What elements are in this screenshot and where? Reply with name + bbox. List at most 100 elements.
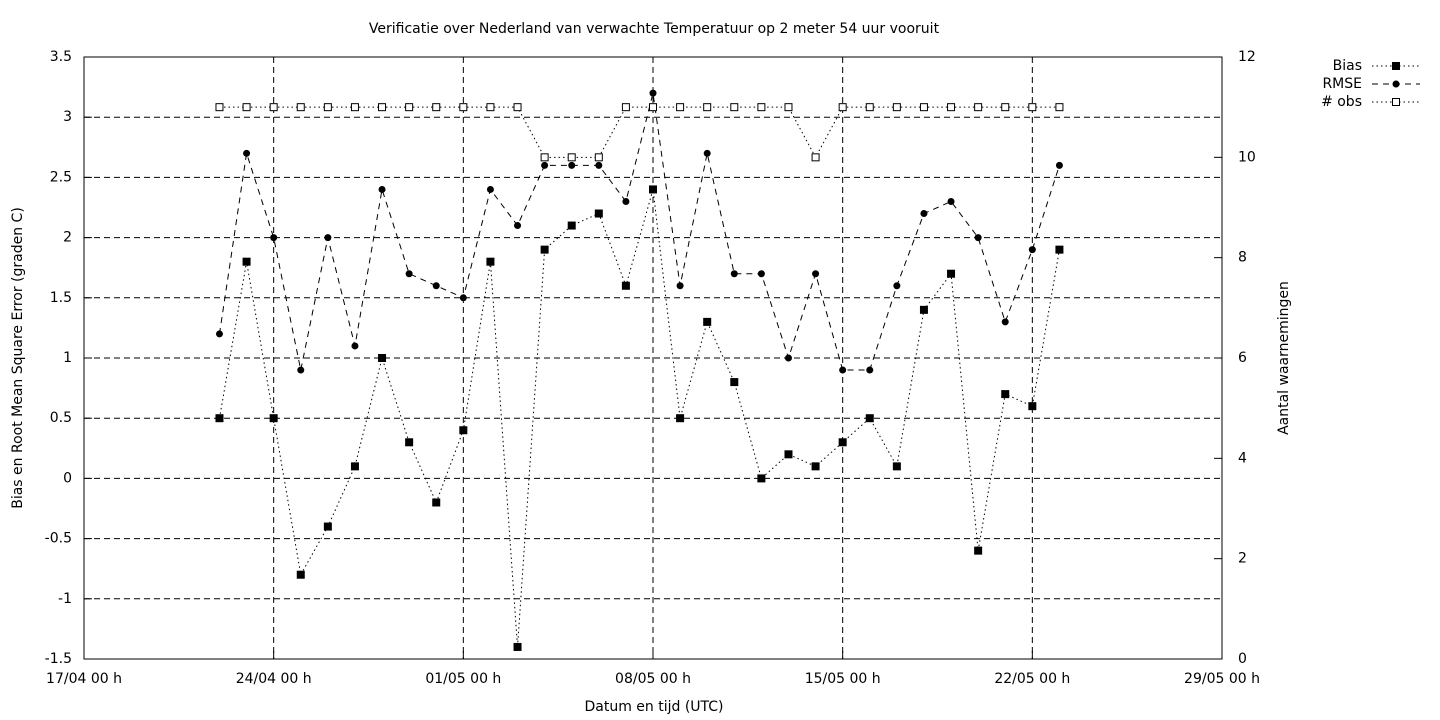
x-tick-label: 15/05 00 h <box>805 671 881 687</box>
point <box>513 103 522 112</box>
point <box>757 103 766 112</box>
point <box>730 103 739 112</box>
point <box>594 153 603 162</box>
point <box>595 161 603 169</box>
point <box>811 462 820 471</box>
legend-label: RMSE <box>1322 76 1362 92</box>
point <box>405 438 414 447</box>
point <box>405 270 413 278</box>
point <box>784 450 793 459</box>
point <box>703 103 712 112</box>
point <box>621 281 630 290</box>
point <box>676 103 685 112</box>
y2-axis-label: Aantal waarnemingen <box>1276 281 1292 435</box>
legend-marker <box>1392 98 1400 106</box>
point <box>215 103 224 112</box>
point <box>486 185 494 193</box>
point <box>1055 245 1064 254</box>
point <box>811 153 820 162</box>
legend-label: Bias <box>1333 58 1362 74</box>
y-tick-label: 2 <box>63 230 72 246</box>
point <box>974 546 983 555</box>
point <box>514 222 522 230</box>
point <box>405 103 414 112</box>
point <box>297 366 305 374</box>
x-axis-label: Datum en tijd (UTC) <box>584 699 723 715</box>
point <box>893 282 901 290</box>
point <box>243 149 251 157</box>
point <box>974 234 982 242</box>
y-tick-label: 1.5 <box>50 290 72 306</box>
point <box>676 282 684 290</box>
point <box>920 210 928 218</box>
point <box>730 270 738 278</box>
point <box>947 269 956 278</box>
point <box>838 438 847 447</box>
point <box>459 294 467 302</box>
y2-tick-label: 2 <box>1238 551 1247 567</box>
chart-title: Verificatie over Nederland van verwachte… <box>369 21 940 37</box>
point <box>865 103 874 112</box>
point <box>621 103 630 112</box>
x-tick-label: 22/05 00 h <box>994 671 1070 687</box>
point <box>459 103 468 112</box>
legend-marker <box>1392 62 1400 70</box>
point <box>378 354 387 362</box>
y-tick-label: -1 <box>58 591 72 607</box>
point <box>866 366 874 374</box>
point <box>703 149 711 157</box>
y-tick-label: 2.5 <box>50 169 72 185</box>
point <box>919 305 928 314</box>
point <box>350 462 359 471</box>
point <box>1001 390 1010 399</box>
point <box>432 103 441 112</box>
point <box>567 153 576 162</box>
point <box>676 414 685 423</box>
point <box>215 414 224 423</box>
point <box>757 270 765 278</box>
y-tick-label: -1.5 <box>45 651 72 667</box>
point <box>350 103 359 112</box>
y2-tick-label: 4 <box>1238 450 1247 466</box>
point <box>865 414 874 423</box>
y-tick-label: 0.5 <box>50 410 72 426</box>
point <box>270 234 278 242</box>
point <box>215 330 223 338</box>
point <box>513 642 522 651</box>
series-line <box>219 106 1060 159</box>
point <box>919 103 928 112</box>
point <box>1028 246 1036 254</box>
point <box>730 378 739 387</box>
point <box>541 161 549 169</box>
point <box>1028 402 1037 411</box>
point <box>568 161 576 169</box>
point <box>594 209 603 218</box>
point <box>486 257 495 266</box>
point <box>649 103 657 112</box>
legend-label: # obs <box>1321 94 1362 110</box>
point <box>947 197 955 205</box>
point <box>892 103 901 112</box>
x-tick-label: 01/05 00 h <box>425 671 501 687</box>
point <box>296 570 305 579</box>
point <box>269 414 278 423</box>
point <box>838 103 847 112</box>
point <box>378 103 387 112</box>
point <box>242 257 251 266</box>
point <box>649 89 657 97</box>
point <box>486 103 495 112</box>
x-tick-label: 24/04 00 h <box>236 671 312 687</box>
point <box>1001 318 1009 326</box>
point <box>784 354 792 362</box>
y-tick-label: 0 <box>63 470 72 486</box>
point <box>947 103 956 112</box>
point <box>432 498 441 507</box>
point <box>974 103 983 112</box>
y2-tick-label: 6 <box>1238 350 1247 366</box>
y2-tick-label: 10 <box>1238 149 1256 165</box>
series-line <box>218 92 1060 371</box>
point <box>1055 103 1064 112</box>
x-tick-label: 08/05 00 h <box>615 671 691 687</box>
point <box>1001 103 1010 112</box>
